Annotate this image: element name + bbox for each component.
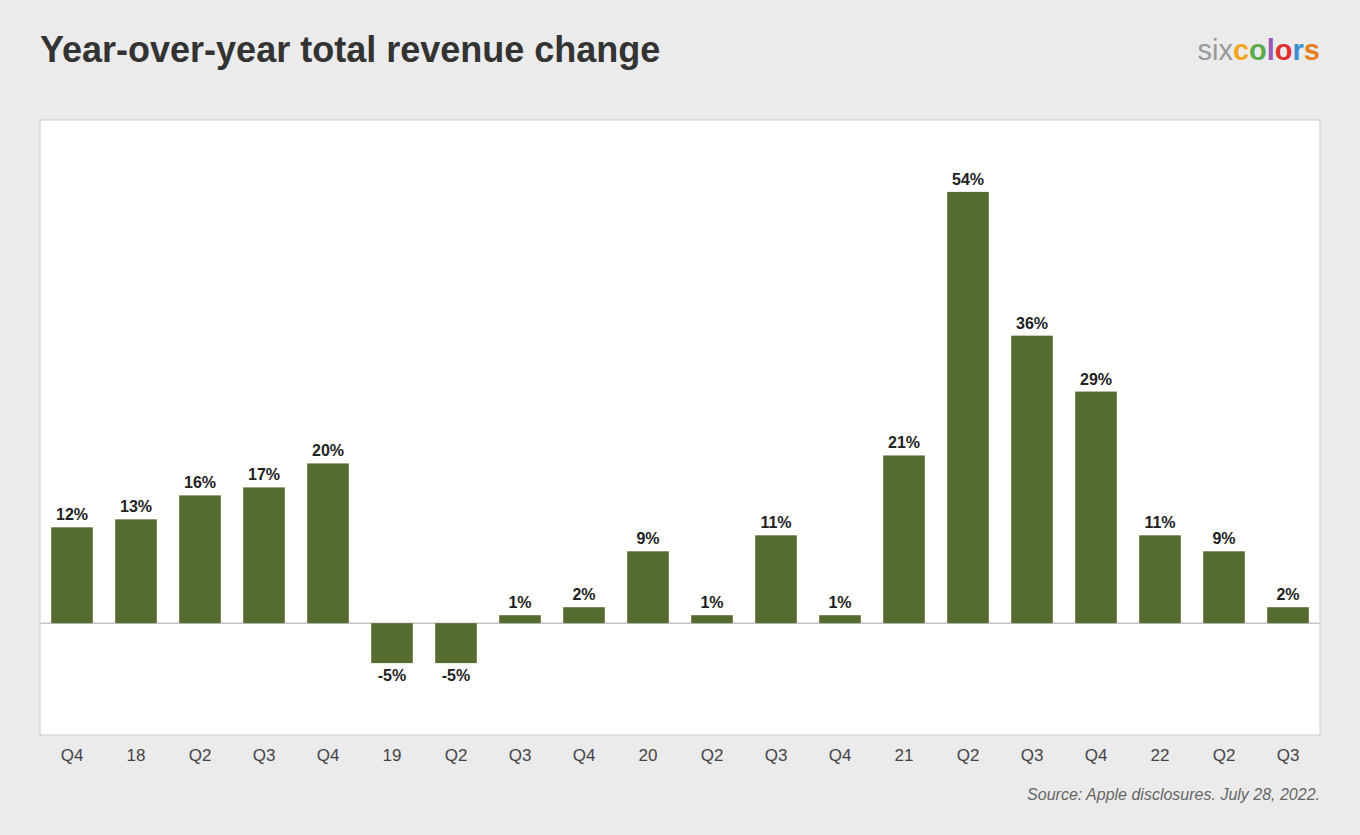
data-label: 36% <box>1016 315 1048 332</box>
bar <box>115 519 157 623</box>
data-label: -5% <box>378 667 406 684</box>
data-label: 54% <box>952 171 984 188</box>
data-label: 16% <box>184 474 216 491</box>
data-label: 13% <box>120 498 152 515</box>
bar <box>51 527 93 623</box>
bar <box>1267 607 1309 623</box>
bars <box>51 192 1309 663</box>
data-label: 9% <box>636 530 659 547</box>
x-tick-label: Q4 <box>829 746 852 765</box>
bar <box>371 623 413 663</box>
x-tick-label: Q4 <box>1085 746 1108 765</box>
x-tick-label: Q2 <box>1213 746 1236 765</box>
data-label: 17% <box>248 466 280 483</box>
logo: sixcolors <box>1197 34 1320 66</box>
x-tick-label: Q3 <box>1021 746 1044 765</box>
bar <box>755 535 797 623</box>
data-label: 2% <box>1276 586 1299 603</box>
bar <box>499 615 541 623</box>
x-tick-label: 20 <box>639 746 658 765</box>
logo-part: six <box>1197 34 1233 66</box>
x-tick-label: Q3 <box>1277 746 1300 765</box>
bar <box>307 463 349 623</box>
x-tick-label: 18 <box>127 746 146 765</box>
chart: 12% 13% 16% 17% 20% -5% -5% 1% 2% 9% 1% 11% 1% 21% 54%… <box>0 0 1360 835</box>
x-tick-label: 19 <box>383 746 402 765</box>
x-tick-label: Q3 <box>509 746 532 765</box>
x-tick-label: Q2 <box>957 746 980 765</box>
x-tick-label: Q3 <box>765 746 788 765</box>
data-label: 2% <box>572 586 595 603</box>
logo-part: l <box>1267 34 1275 66</box>
x-tick-label: Q2 <box>445 746 468 765</box>
logo-part: o <box>1249 34 1267 66</box>
bar <box>563 607 605 623</box>
bar <box>1075 392 1117 624</box>
logo-part: c <box>1233 34 1249 66</box>
plot-area <box>40 120 1320 735</box>
bar <box>1011 336 1053 624</box>
x-tick-label: Q3 <box>253 746 276 765</box>
plot-frame <box>40 120 1320 735</box>
x-tick-label: Q4 <box>61 746 84 765</box>
x-tick-label: Q4 <box>317 746 340 765</box>
logo-part: r <box>1293 34 1304 66</box>
bar <box>947 192 989 623</box>
data-label: -5% <box>442 667 470 684</box>
logo-part: s <box>1304 34 1320 66</box>
data-label: 1% <box>508 594 531 611</box>
data-label: 11% <box>760 514 791 531</box>
x-tick-label: Q2 <box>701 746 724 765</box>
bar <box>1203 551 1245 623</box>
bar <box>627 551 669 623</box>
bar <box>243 487 285 623</box>
data-label: 1% <box>828 594 851 611</box>
zero-line <box>40 623 1320 624</box>
bar <box>435 623 477 663</box>
data-label: 21% <box>888 434 920 451</box>
bar <box>179 495 221 623</box>
title: Year-over-year total revenue change <box>40 29 660 70</box>
x-tick-label: 21 <box>895 746 914 765</box>
x-tick-label: Q4 <box>573 746 596 765</box>
data-label: 9% <box>1212 530 1235 547</box>
bar <box>691 615 733 623</box>
bar <box>819 615 861 623</box>
x-tick-label: 22 <box>1151 746 1170 765</box>
data-label: 12% <box>56 506 88 523</box>
data-label: 20% <box>312 442 344 459</box>
data-label: 11% <box>1144 514 1175 531</box>
x-tick-label: Q2 <box>189 746 212 765</box>
background <box>0 0 1360 835</box>
data-label: 1% <box>700 594 723 611</box>
bar <box>1139 535 1181 623</box>
data-label: 29% <box>1080 371 1112 388</box>
logo-part: o <box>1275 34 1293 66</box>
bar <box>883 455 925 623</box>
source: Source: Apple disclosures. July 28, 2022… <box>1027 786 1320 803</box>
